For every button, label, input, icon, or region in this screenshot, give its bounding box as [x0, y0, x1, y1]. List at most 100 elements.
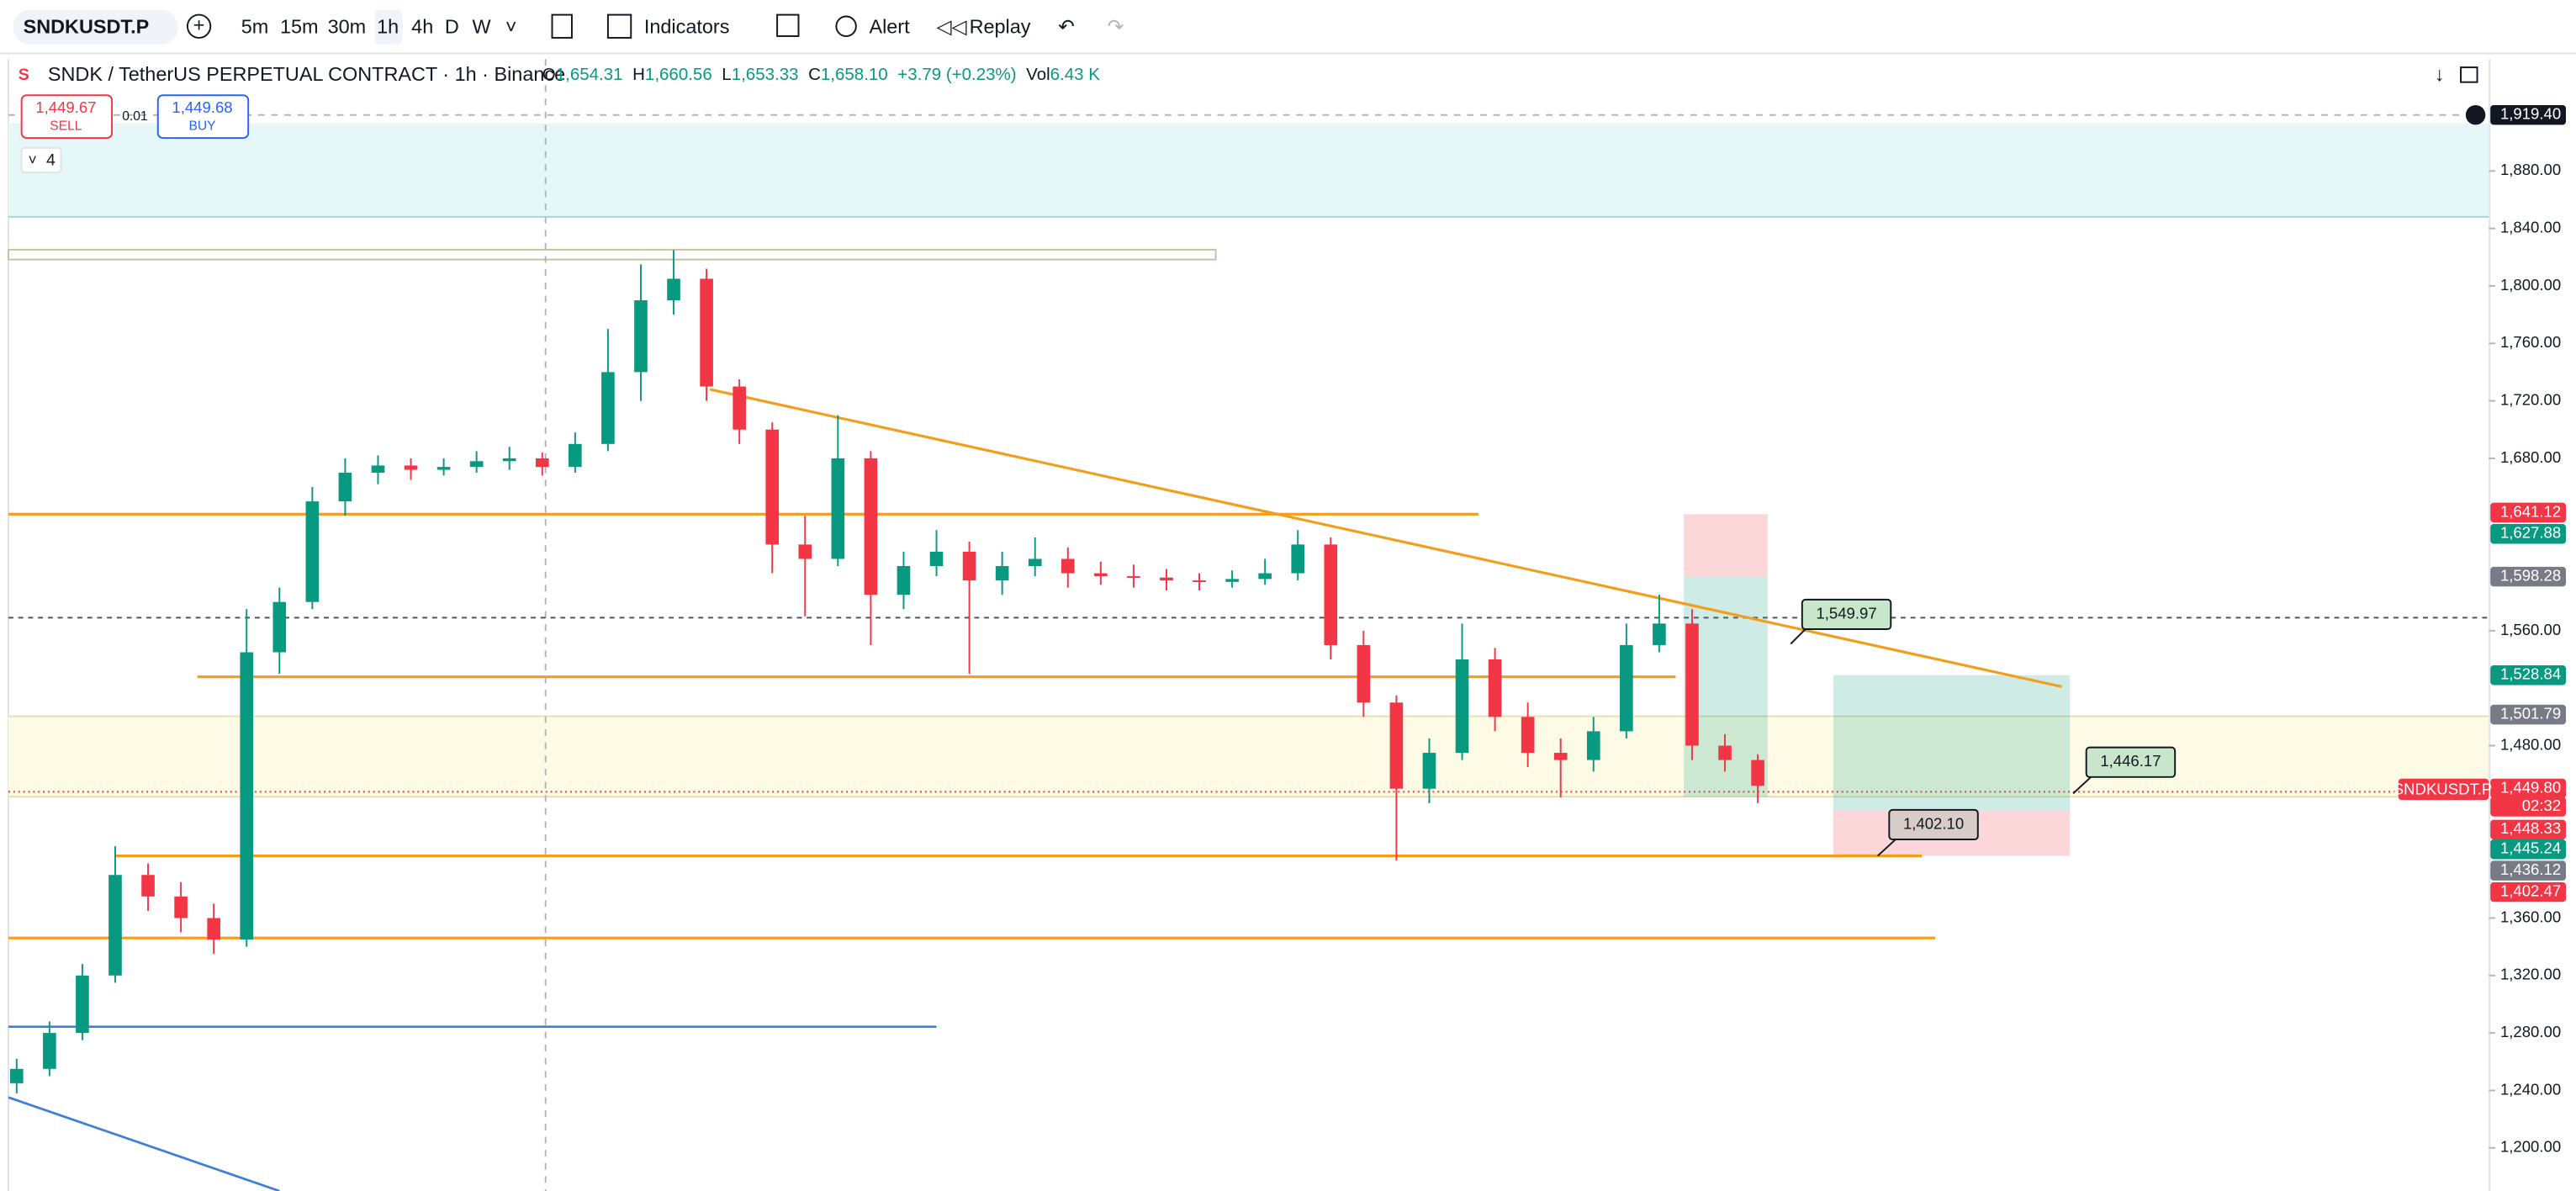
ohlc: O1,654.31 H1,660.56 L1,653.33 C1,658.10 … — [542, 65, 1100, 84]
candle-body — [9, 1068, 24, 1083]
candle-body — [995, 566, 1009, 581]
candle-body — [765, 429, 780, 545]
interval[interactable]: 5m — [241, 15, 269, 37]
sell-button[interactable] — [20, 94, 114, 140]
candle-body — [1061, 558, 1075, 574]
callout-pointer — [1790, 627, 1808, 645]
interval[interactable]: D — [445, 15, 459, 37]
replay-icon: ◁◁ — [937, 15, 967, 37]
price-badge-text: 1,402.47 — [2500, 881, 2561, 899]
interval[interactable]: 4h — [411, 15, 433, 37]
candle-body — [1291, 544, 1305, 574]
toolbar — [0, 0, 2576, 53]
candle-body — [929, 551, 944, 567]
price-label: 1,800.00 — [2500, 276, 2561, 294]
candle-body — [240, 652, 254, 940]
chevron: ˅ — [28, 151, 36, 168]
callout — [1888, 808, 1979, 841]
supply-zone — [8, 123, 2489, 217]
callout-text: 1,549.97 — [1816, 604, 1876, 622]
layouts[interactable] — [776, 13, 800, 37]
fullscreen[interactable] — [2460, 66, 2478, 83]
buy-price[interactable]: 1,449.68 — [172, 98, 232, 116]
sell-label[interactable]: SELL — [50, 119, 82, 134]
interval[interactable]: W — [472, 15, 491, 37]
candle-body — [43, 1033, 56, 1069]
candle-body — [535, 458, 549, 468]
price-badge — [2490, 860, 2567, 881]
candle-body — [1357, 644, 1371, 703]
candle-body — [1225, 579, 1239, 582]
candle-body — [469, 461, 484, 468]
candle-body — [141, 875, 155, 897]
chart-type[interactable] — [551, 13, 573, 39]
candle-body — [502, 458, 516, 462]
price-label: 1,480.00 — [2500, 735, 2561, 753]
candle-body — [634, 300, 648, 373]
candle-body — [338, 472, 352, 502]
price-badge-text: 1,528.84 — [2500, 665, 2561, 683]
buy-label[interactable]: BUY — [188, 119, 216, 134]
symbol[interactable]: SNDKUSDT.P — [24, 15, 150, 37]
candle-body — [962, 551, 976, 581]
candle-body — [108, 875, 122, 976]
candle-body — [798, 544, 812, 559]
sell-price[interactable]: 1,449.67 — [35, 98, 96, 116]
o-label: O — [542, 65, 556, 84]
candle-body — [1751, 760, 1764, 786]
candle-body — [1620, 644, 1633, 732]
candle-body — [404, 465, 418, 470]
range-box — [8, 248, 1217, 261]
price-label: 1,560.00 — [2500, 621, 2561, 638]
vol-label: Vol — [1026, 65, 1050, 84]
buy-button[interactable] — [156, 94, 250, 140]
position-target — [1833, 675, 2071, 810]
replay[interactable]: Replay — [970, 15, 1031, 37]
trend-line — [8, 1096, 280, 1191]
candle-body — [1718, 745, 1732, 760]
price-label: 1,720.00 — [2500, 390, 2561, 408]
interval[interactable]: 30m — [328, 15, 367, 37]
add-alert[interactable] — [2465, 104, 2486, 125]
spread: 0.01 — [122, 109, 147, 124]
scroll-icon[interactable]: ↓ — [2435, 63, 2445, 85]
candle-body — [1553, 753, 1568, 760]
candle-body — [1324, 544, 1338, 645]
candle-body — [436, 467, 451, 470]
candle-body — [207, 918, 220, 940]
interval[interactable]: 1h — [377, 15, 399, 37]
indicators[interactable]: Indicators — [644, 15, 730, 37]
alert[interactable]: Alert — [869, 15, 910, 37]
callout — [2085, 746, 2177, 778]
price-badge — [2490, 665, 2567, 685]
candle-body — [1455, 659, 1469, 754]
candle-body — [1094, 573, 1108, 576]
candle-body — [1653, 623, 1666, 645]
orange-lines — [8, 388, 2062, 940]
redo[interactable]: ↷ — [1108, 15, 1124, 37]
candle-body — [1258, 573, 1272, 580]
price-badge — [2490, 819, 2567, 840]
price-label: 1,360.00 — [2500, 908, 2561, 925]
candle-body — [1685, 623, 1699, 746]
high: 1,660.56 — [645, 65, 712, 84]
price-label: 1,760.00 — [2500, 333, 2561, 351]
volume: 6.43 K — [1050, 65, 1101, 84]
candle-body — [733, 386, 746, 430]
undo[interactable]: ↶ — [1058, 15, 1075, 37]
indicators-icon — [606, 13, 632, 39]
interval-more[interactable]: ˅ — [505, 15, 517, 37]
indicator-toggle[interactable] — [20, 146, 62, 174]
add-symbol[interactable] — [186, 13, 212, 39]
candle-body — [76, 975, 89, 1034]
price-badge-text: 1,449.80 — [2500, 778, 2561, 796]
price-badge-text: 1,436.12 — [2500, 860, 2561, 878]
interval[interactable]: 15m — [280, 15, 319, 37]
open: 1,654.31 — [556, 65, 623, 84]
candle-body — [1488, 659, 1502, 717]
symbol-button[interactable] — [13, 9, 178, 45]
candle-body — [1389, 702, 1404, 789]
demand-zone — [8, 716, 2489, 797]
price-badge — [2490, 704, 2567, 725]
